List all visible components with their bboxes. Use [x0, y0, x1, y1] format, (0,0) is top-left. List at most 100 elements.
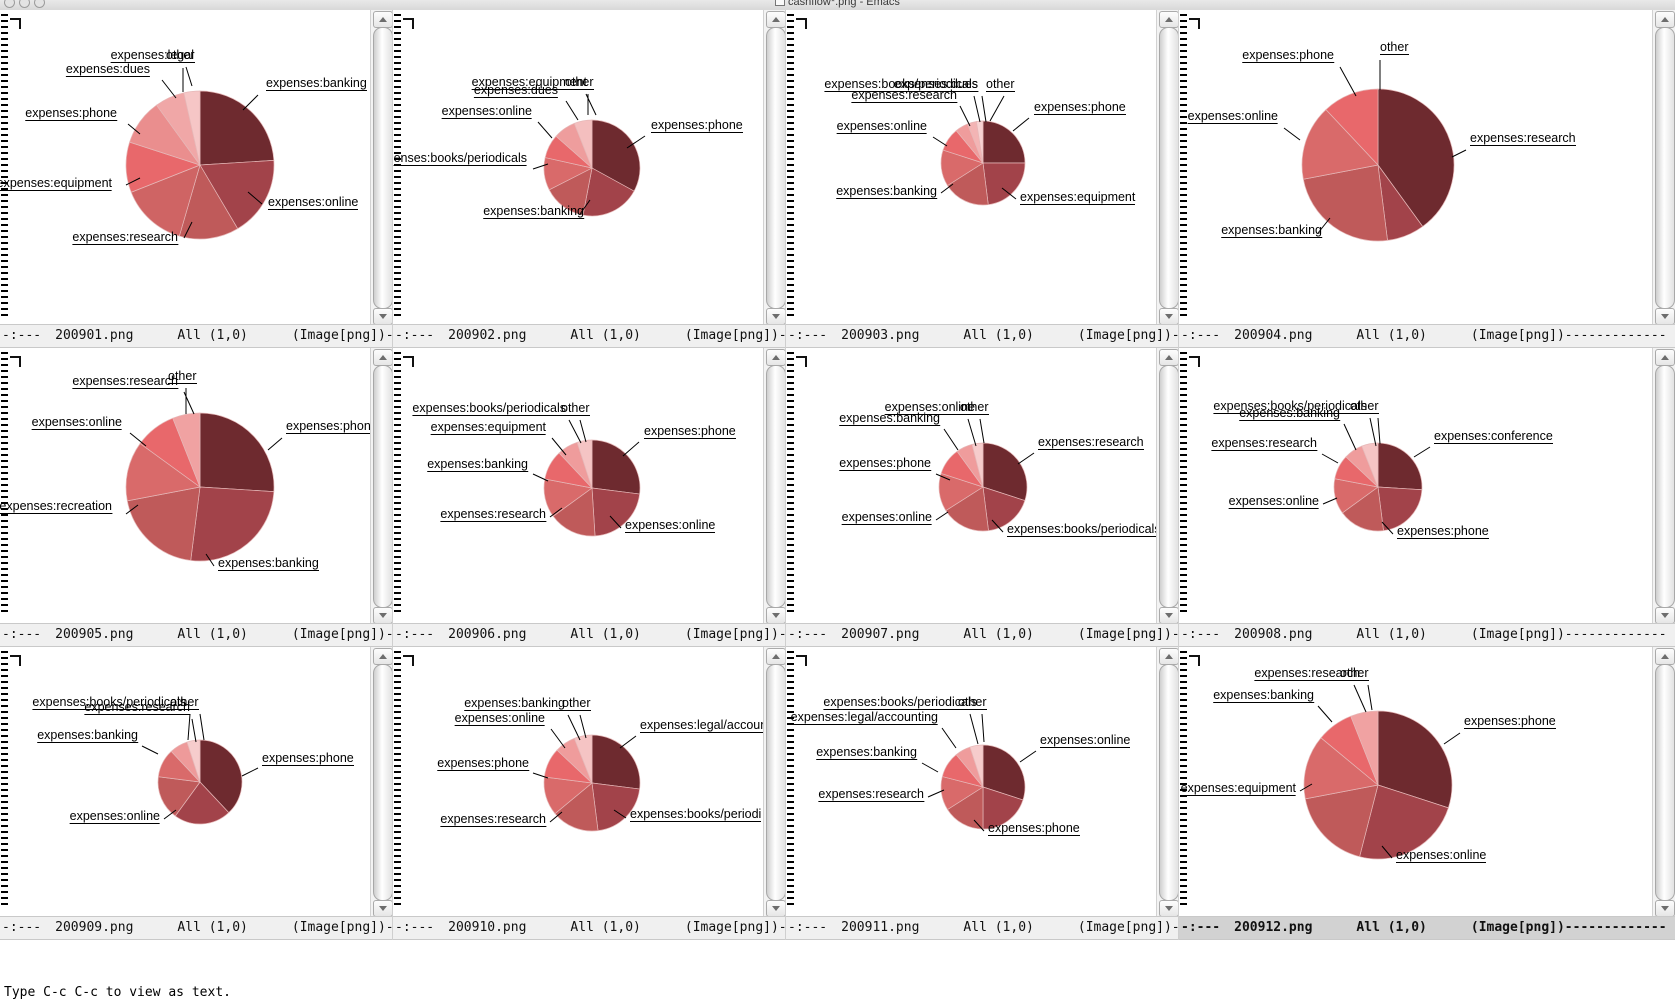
scrollbar-thumb[interactable]	[1159, 27, 1179, 309]
scroll-down-button[interactable]	[1655, 308, 1675, 325]
label-leader-line	[129, 432, 147, 447]
scrollbar-thumb[interactable]	[766, 664, 786, 901]
image-buffer[interactable]: expenses:phone expenses:banking enses:book…	[393, 10, 786, 326]
mode-line-modified: -:---	[2, 920, 42, 935]
emacs-window-200902[interactable]: expenses:phone expenses:banking enses:book…	[393, 10, 786, 348]
scroll-down-button[interactable]	[1655, 900, 1675, 917]
scroll-down-button[interactable]	[1159, 607, 1179, 624]
mode-line[interactable]: -:--- 200901.png All (1,0) (Image[png])----…	[0, 324, 393, 348]
emacs-window-200908[interactable]: expenses:conference expenses:phone expense…	[1179, 348, 1675, 647]
image-buffer[interactable]: other expenses:research expenses:banking ex…	[1179, 10, 1675, 326]
image-buffer[interactable]: expenses:research expenses:books/periodic…	[786, 348, 1179, 625]
mode-line[interactable]: -:--- 200904.png All (1,0) (Image[png])----…	[1179, 324, 1675, 348]
mode-line[interactable]: -:--- 200912.png All (1,0) (Image[png])----…	[1179, 916, 1675, 940]
pie-slice	[945, 486, 989, 532]
vertical-scrollbar[interactable]	[1156, 10, 1179, 326]
emacs-window-200903[interactable]: expenses:phone expenses:equipment expenses…	[786, 10, 1179, 348]
scroll-up-button[interactable]	[373, 11, 393, 28]
scroll-up-button[interactable]	[1159, 648, 1179, 665]
scroll-up-button[interactable]	[766, 349, 786, 366]
emacs-window-200910[interactable]: expenses:legal/accoun expenses:books/peri…	[393, 647, 786, 940]
image-buffer[interactable]: expenses:phone expenses:online expenses:ba…	[0, 647, 393, 918]
image-buffer[interactable]: expenses:legal/accoun expenses:books/peri…	[393, 647, 786, 918]
scroll-down-button[interactable]	[373, 607, 393, 624]
emacs-window-200909[interactable]: expenses:phone expenses:online expenses:ba…	[0, 647, 393, 940]
vertical-scrollbar[interactable]	[370, 10, 393, 326]
image-buffer[interactable]: expenses:phone expenses:equipment expenses…	[786, 10, 1179, 326]
mode-line[interactable]: -:--- 200906.png All (1,0) (Image[png])----…	[393, 623, 786, 647]
scroll-down-button[interactable]	[1159, 308, 1179, 325]
scrollbar-thumb[interactable]	[373, 664, 393, 901]
vertical-scrollbar[interactable]	[1652, 10, 1675, 326]
scroll-up-button[interactable]	[373, 349, 393, 366]
emacs-window-200905[interactable]: expenses:phone expenses:banking expenses:r…	[0, 348, 393, 647]
scroll-up-button[interactable]	[1655, 11, 1675, 28]
mode-line-buffer-name: 200901.png	[55, 328, 134, 343]
vertical-scrollbar[interactable]	[763, 647, 786, 918]
scrollbar-thumb[interactable]	[1655, 27, 1675, 309]
mode-line[interactable]: -:--- 200903.png All (1,0) (Image[png])----…	[786, 324, 1179, 348]
scroll-up-button[interactable]	[373, 648, 393, 665]
scroll-down-button[interactable]	[1159, 900, 1179, 917]
scrollbar-thumb[interactable]	[373, 27, 393, 309]
image-buffer[interactable]: expenses:conference expenses:phone expense…	[1179, 348, 1675, 625]
scroll-up-button[interactable]	[766, 11, 786, 28]
close-icon[interactable]	[4, 0, 15, 8]
window-controls[interactable]	[4, 0, 45, 8]
buffer-corner-marker	[403, 655, 414, 666]
emacs-window-200904[interactable]: other expenses:research expenses:banking ex…	[1179, 10, 1675, 348]
scroll-down-button[interactable]	[766, 308, 786, 325]
image-buffer[interactable]: expenses:online expenses:phone expenses:re…	[786, 647, 1179, 918]
minimize-icon[interactable]	[19, 0, 30, 8]
image-buffer[interactable]: expenses:phone expenses:banking expenses:r…	[0, 348, 393, 625]
scroll-down-button[interactable]	[373, 308, 393, 325]
vertical-scrollbar[interactable]	[370, 348, 393, 625]
vertical-scrollbar[interactable]	[1652, 348, 1675, 625]
vertical-scrollbar[interactable]	[1156, 647, 1179, 918]
scrollbar-thumb[interactable]	[1655, 365, 1675, 608]
scrollbar-thumb[interactable]	[1159, 664, 1179, 901]
scrollbar-thumb[interactable]	[1655, 664, 1675, 901]
vertical-scrollbar[interactable]	[763, 10, 786, 326]
scroll-down-button[interactable]	[766, 607, 786, 624]
scrollbar-thumb[interactable]	[766, 27, 786, 309]
scrollbar-thumb[interactable]	[373, 365, 393, 608]
mode-line[interactable]: -:--- 200910.png All (1,0) (Image[png])----…	[393, 916, 786, 940]
mode-line[interactable]: -:--- 200905.png All (1,0) (Image[png])----…	[0, 623, 393, 647]
image-buffer[interactable]: expenses:phone expenses:online expenses:re…	[393, 348, 786, 625]
mode-line-buffer-name: 200908.png	[1234, 627, 1313, 642]
mode-line[interactable]: -:--- 200911.png All (1,0) (Image[png])----…	[786, 916, 1179, 940]
vertical-scrollbar[interactable]	[1156, 348, 1179, 625]
vertical-scrollbar[interactable]	[1652, 647, 1675, 918]
mode-line[interactable]: -:--- 200908.png All (1,0) (Image[png])----…	[1179, 623, 1675, 647]
image-buffer[interactable]: expenses:banking expenses:online expenses:…	[0, 10, 393, 326]
emacs-window-200912[interactable]: expenses:phone expenses:online expenses:eq…	[1179, 647, 1675, 940]
emacs-window-200906[interactable]: expenses:phone expenses:online expenses:re…	[393, 348, 786, 647]
mode-line-position: All (1,0)	[963, 627, 1034, 642]
mode-line[interactable]: -:--- 200902.png All (1,0) (Image[png])----…	[393, 324, 786, 348]
emacs-window-200911[interactable]: expenses:online expenses:phone expenses:re…	[786, 647, 1179, 940]
vertical-scrollbar[interactable]	[763, 348, 786, 625]
scroll-up-button[interactable]	[1159, 11, 1179, 28]
scroll-down-button[interactable]	[1655, 607, 1675, 624]
scroll-down-button[interactable]	[766, 900, 786, 917]
scrollbar-thumb[interactable]	[1159, 365, 1179, 608]
label-leader-line	[1367, 684, 1373, 711]
scroll-up-button[interactable]	[1159, 349, 1179, 366]
emacs-window-200907[interactable]: expenses:research expenses:books/periodic…	[786, 348, 1179, 647]
left-fringe	[0, 348, 9, 625]
maximize-icon[interactable]	[34, 0, 45, 8]
scroll-up-button[interactable]	[1655, 349, 1675, 366]
emacs-window-200901[interactable]: expenses:banking expenses:online expenses:…	[0, 10, 393, 348]
scrollbar-thumb[interactable]	[766, 365, 786, 608]
pie-slice-label: expenses:equipment	[1180, 781, 1296, 796]
mode-line-filler: -------------	[385, 627, 393, 642]
image-buffer[interactable]: expenses:phone expenses:online expenses:eq…	[1179, 647, 1675, 918]
scroll-down-button[interactable]	[373, 900, 393, 917]
scroll-up-button[interactable]	[1655, 648, 1675, 665]
mode-line-major-mode: (Image[png])	[684, 328, 779, 343]
mode-line[interactable]: -:--- 200909.png All (1,0) (Image[png])----…	[0, 916, 393, 940]
mode-line[interactable]: -:--- 200907.png All (1,0) (Image[png])----…	[786, 623, 1179, 647]
vertical-scrollbar[interactable]	[370, 647, 393, 918]
scroll-up-button[interactable]	[766, 648, 786, 665]
